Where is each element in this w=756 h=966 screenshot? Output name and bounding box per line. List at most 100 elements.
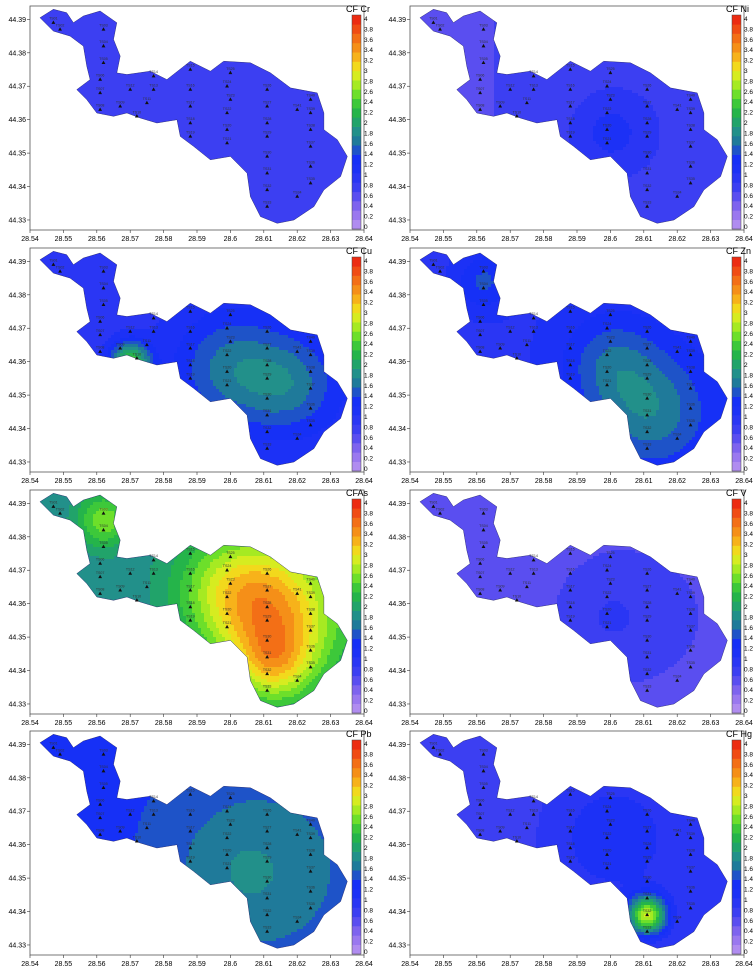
station-label: TS24	[603, 322, 612, 326]
colorbar-band	[732, 173, 741, 183]
station-label: TS30	[263, 392, 272, 396]
station-label: TS12	[126, 809, 135, 813]
station-label: TS29	[263, 372, 272, 376]
colorbar-tick-label: 2.6	[744, 814, 753, 821]
colorbar-tick-label: 0.2	[364, 456, 373, 463]
y-tick-label: 44.34	[388, 184, 406, 191]
colorbar-band	[352, 805, 361, 815]
colorbar-tick-label: 3	[744, 310, 748, 317]
colorbar-band	[732, 620, 741, 630]
colorbar-tick-label: 2.8	[364, 803, 373, 810]
colorbar-band	[732, 870, 741, 880]
colorbar-tick-label: 0.6	[744, 677, 753, 684]
station-label: TS26	[263, 84, 272, 88]
colorbar-tick-label: 0.4	[364, 203, 373, 210]
station-label: TS39	[686, 349, 695, 353]
station-label: TS41	[293, 829, 302, 833]
colorbar-band	[732, 257, 741, 267]
colorbar-tick-label: 3	[364, 793, 368, 800]
colorbar-band	[352, 415, 361, 425]
colorbar-band	[352, 639, 361, 649]
y-tick-label: 44.34	[388, 909, 406, 916]
colorbar-tick-label: 3.8	[744, 26, 753, 33]
colorbar-tick-label: 0.6	[744, 193, 753, 200]
station-label: TS12	[506, 84, 515, 88]
colorbar-band	[732, 359, 741, 369]
station-label: TS26	[263, 809, 272, 813]
x-tick-label: 28.64	[735, 961, 753, 966]
station-label: TS40	[306, 94, 315, 98]
colorbar-band	[732, 462, 741, 472]
colorbar-tick-label: 0.4	[364, 928, 373, 935]
station-label: TS17	[566, 100, 575, 104]
colorbar-band	[732, 155, 741, 165]
y-tick-label: 44.37	[8, 568, 26, 575]
colorbar-band	[732, 749, 741, 759]
station-label: TS22	[223, 107, 232, 111]
station-label: TS27	[643, 825, 652, 829]
colorbar-tick-label: 2	[364, 120, 368, 127]
station-label: TS31	[643, 892, 652, 896]
x-tick-label: 28.6	[604, 720, 618, 727]
station-label: TS19	[566, 372, 575, 376]
station-label: TS11	[523, 339, 531, 343]
colorbar-tick-label: 4	[364, 16, 368, 23]
station-label: TS04	[99, 524, 108, 528]
station-label: TS30	[263, 875, 272, 879]
station-label: TS30	[643, 392, 652, 396]
x-tick-label: 28.58	[155, 236, 173, 243]
x-tick-label: 28.57	[501, 478, 519, 485]
colorbar-tick-label: 1.4	[364, 876, 373, 883]
colorbar-band	[352, 601, 361, 611]
colorbar-band	[732, 24, 741, 34]
colorbar-band	[352, 749, 361, 759]
station-label: TS13	[529, 809, 538, 813]
colorbar-tick-label: 1.4	[364, 393, 373, 400]
colorbar-band	[732, 145, 741, 155]
colorbar-tick-label: 2.2	[744, 594, 753, 601]
station-label: TS11	[143, 822, 151, 826]
colorbar-band	[352, 796, 361, 806]
station-label: TS04	[99, 40, 108, 44]
station-label: TS36	[686, 885, 695, 889]
colorbar-band	[352, 406, 361, 416]
colorbar-tick-label: 1	[744, 897, 748, 904]
colorbar-band	[732, 666, 741, 676]
colorbar-tick-label: 1	[744, 414, 748, 421]
colorbar-tick-label: 3.2	[364, 58, 373, 65]
colorbar-tick-label: 3.4	[364, 531, 373, 538]
colorbar-band	[352, 127, 361, 137]
station-label: TS38	[686, 366, 695, 370]
colorbar-tick-label: 2.8	[744, 562, 753, 569]
colorbar-tick-label: 0	[364, 224, 368, 231]
station-label: TS22	[223, 832, 232, 836]
x-tick-label: 28.64	[735, 720, 753, 727]
colorbar-band	[732, 787, 741, 797]
colorbar-band	[732, 43, 741, 53]
station-label: TS06	[96, 799, 105, 803]
station-label: TS08	[96, 346, 105, 350]
station-label: TS38	[306, 608, 315, 612]
station-label: TS29	[643, 130, 652, 134]
station-label: TS18	[566, 601, 575, 605]
colorbar-tick-label: 0.6	[364, 677, 373, 684]
colorbar-band	[352, 814, 361, 824]
y-tick-label: 44.37	[388, 84, 406, 91]
station-label: TS29	[263, 855, 272, 859]
station-label: TS10	[513, 110, 522, 114]
colorbar-tick-label: 1.6	[364, 383, 373, 390]
station-label: TS19	[186, 614, 195, 618]
colorbar-band	[732, 805, 741, 815]
station-label: TS05	[99, 299, 108, 303]
station-label: TS37	[686, 382, 695, 386]
colorbar-tick-label: 1.6	[744, 866, 753, 873]
colorbar-band	[352, 592, 361, 602]
colorbar-band	[732, 34, 741, 44]
colorbar-band	[732, 313, 741, 323]
station-label: TS06	[476, 558, 485, 562]
station-label: TS39	[686, 832, 695, 836]
station-label: TS06	[476, 74, 485, 78]
colorbar-band	[732, 685, 741, 695]
station-label: TS06	[96, 74, 105, 78]
